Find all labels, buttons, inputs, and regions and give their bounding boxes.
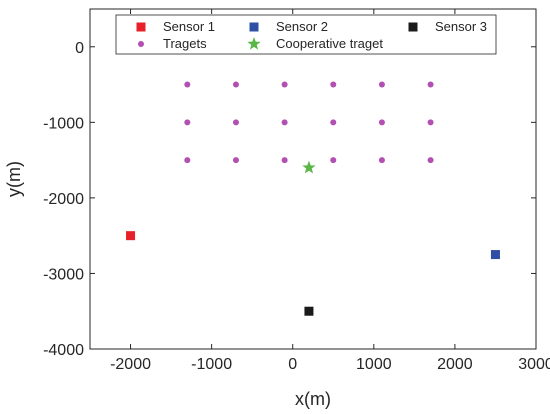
y-tick-label: -2000: [43, 191, 84, 208]
legend-marker: [249, 22, 259, 32]
legend-box: [115, 14, 497, 55]
data-point: [330, 119, 337, 126]
data-point: [302, 160, 316, 174]
data-point: [378, 157, 385, 164]
data-point: [281, 157, 288, 164]
y-axis-label: y(m): [4, 161, 24, 197]
data-point: [427, 81, 434, 88]
x-axis-label: x(m): [295, 389, 331, 409]
x-tick-label: 1000: [356, 356, 392, 373]
data-point: [490, 250, 500, 260]
y-axis-ticks: 0 -1000 -2000 -3000 -4000: [43, 40, 536, 359]
y-tick-label: -3000: [43, 266, 84, 283]
data-point: [304, 306, 314, 316]
y-tick-label: -4000: [43, 342, 84, 359]
legend: Sensor 1 Sensor 2 Sensor 3 Tragets Cooperati…: [115, 14, 497, 55]
x-axis-ticks: -2000 -1000 0 1000 2000 3000: [110, 9, 550, 373]
data-point: [126, 231, 136, 241]
data-point: [232, 119, 239, 126]
x-tick-label: -2000: [110, 356, 151, 373]
legend-label: Sensor 3: [435, 19, 487, 34]
data-point: [281, 81, 288, 88]
data-point: [232, 157, 239, 164]
x-tick-label: 3000: [518, 356, 550, 373]
legend-marker: [247, 37, 261, 50]
x-tick-label: -1000: [191, 356, 232, 373]
legend-marker: [408, 22, 418, 32]
legend-label: Cooperative traget: [276, 36, 383, 51]
legend-label: Sensor 2: [276, 19, 328, 34]
data-point: [232, 81, 239, 88]
data-point: [427, 119, 434, 126]
data-point: [330, 157, 337, 164]
y-tick-label: 0: [75, 40, 84, 57]
data-point: [330, 81, 337, 88]
data-point: [281, 119, 288, 126]
data-point: [184, 157, 191, 164]
x-tick-label: 2000: [437, 356, 473, 373]
plot-area: [89, 8, 537, 350]
legend-marker: [136, 22, 146, 32]
x-tick-label: 0: [288, 356, 297, 373]
data-marks: [126, 81, 500, 316]
data-point: [184, 119, 191, 126]
data-point: [184, 81, 191, 88]
data-point: [378, 81, 385, 88]
data-point: [378, 119, 385, 126]
legend-marker: [138, 41, 144, 47]
legend-label: Tragets: [163, 36, 207, 51]
y-tick-label: -1000: [43, 115, 84, 132]
data-point: [427, 157, 434, 164]
legend-label: Sensor 1: [163, 19, 215, 34]
